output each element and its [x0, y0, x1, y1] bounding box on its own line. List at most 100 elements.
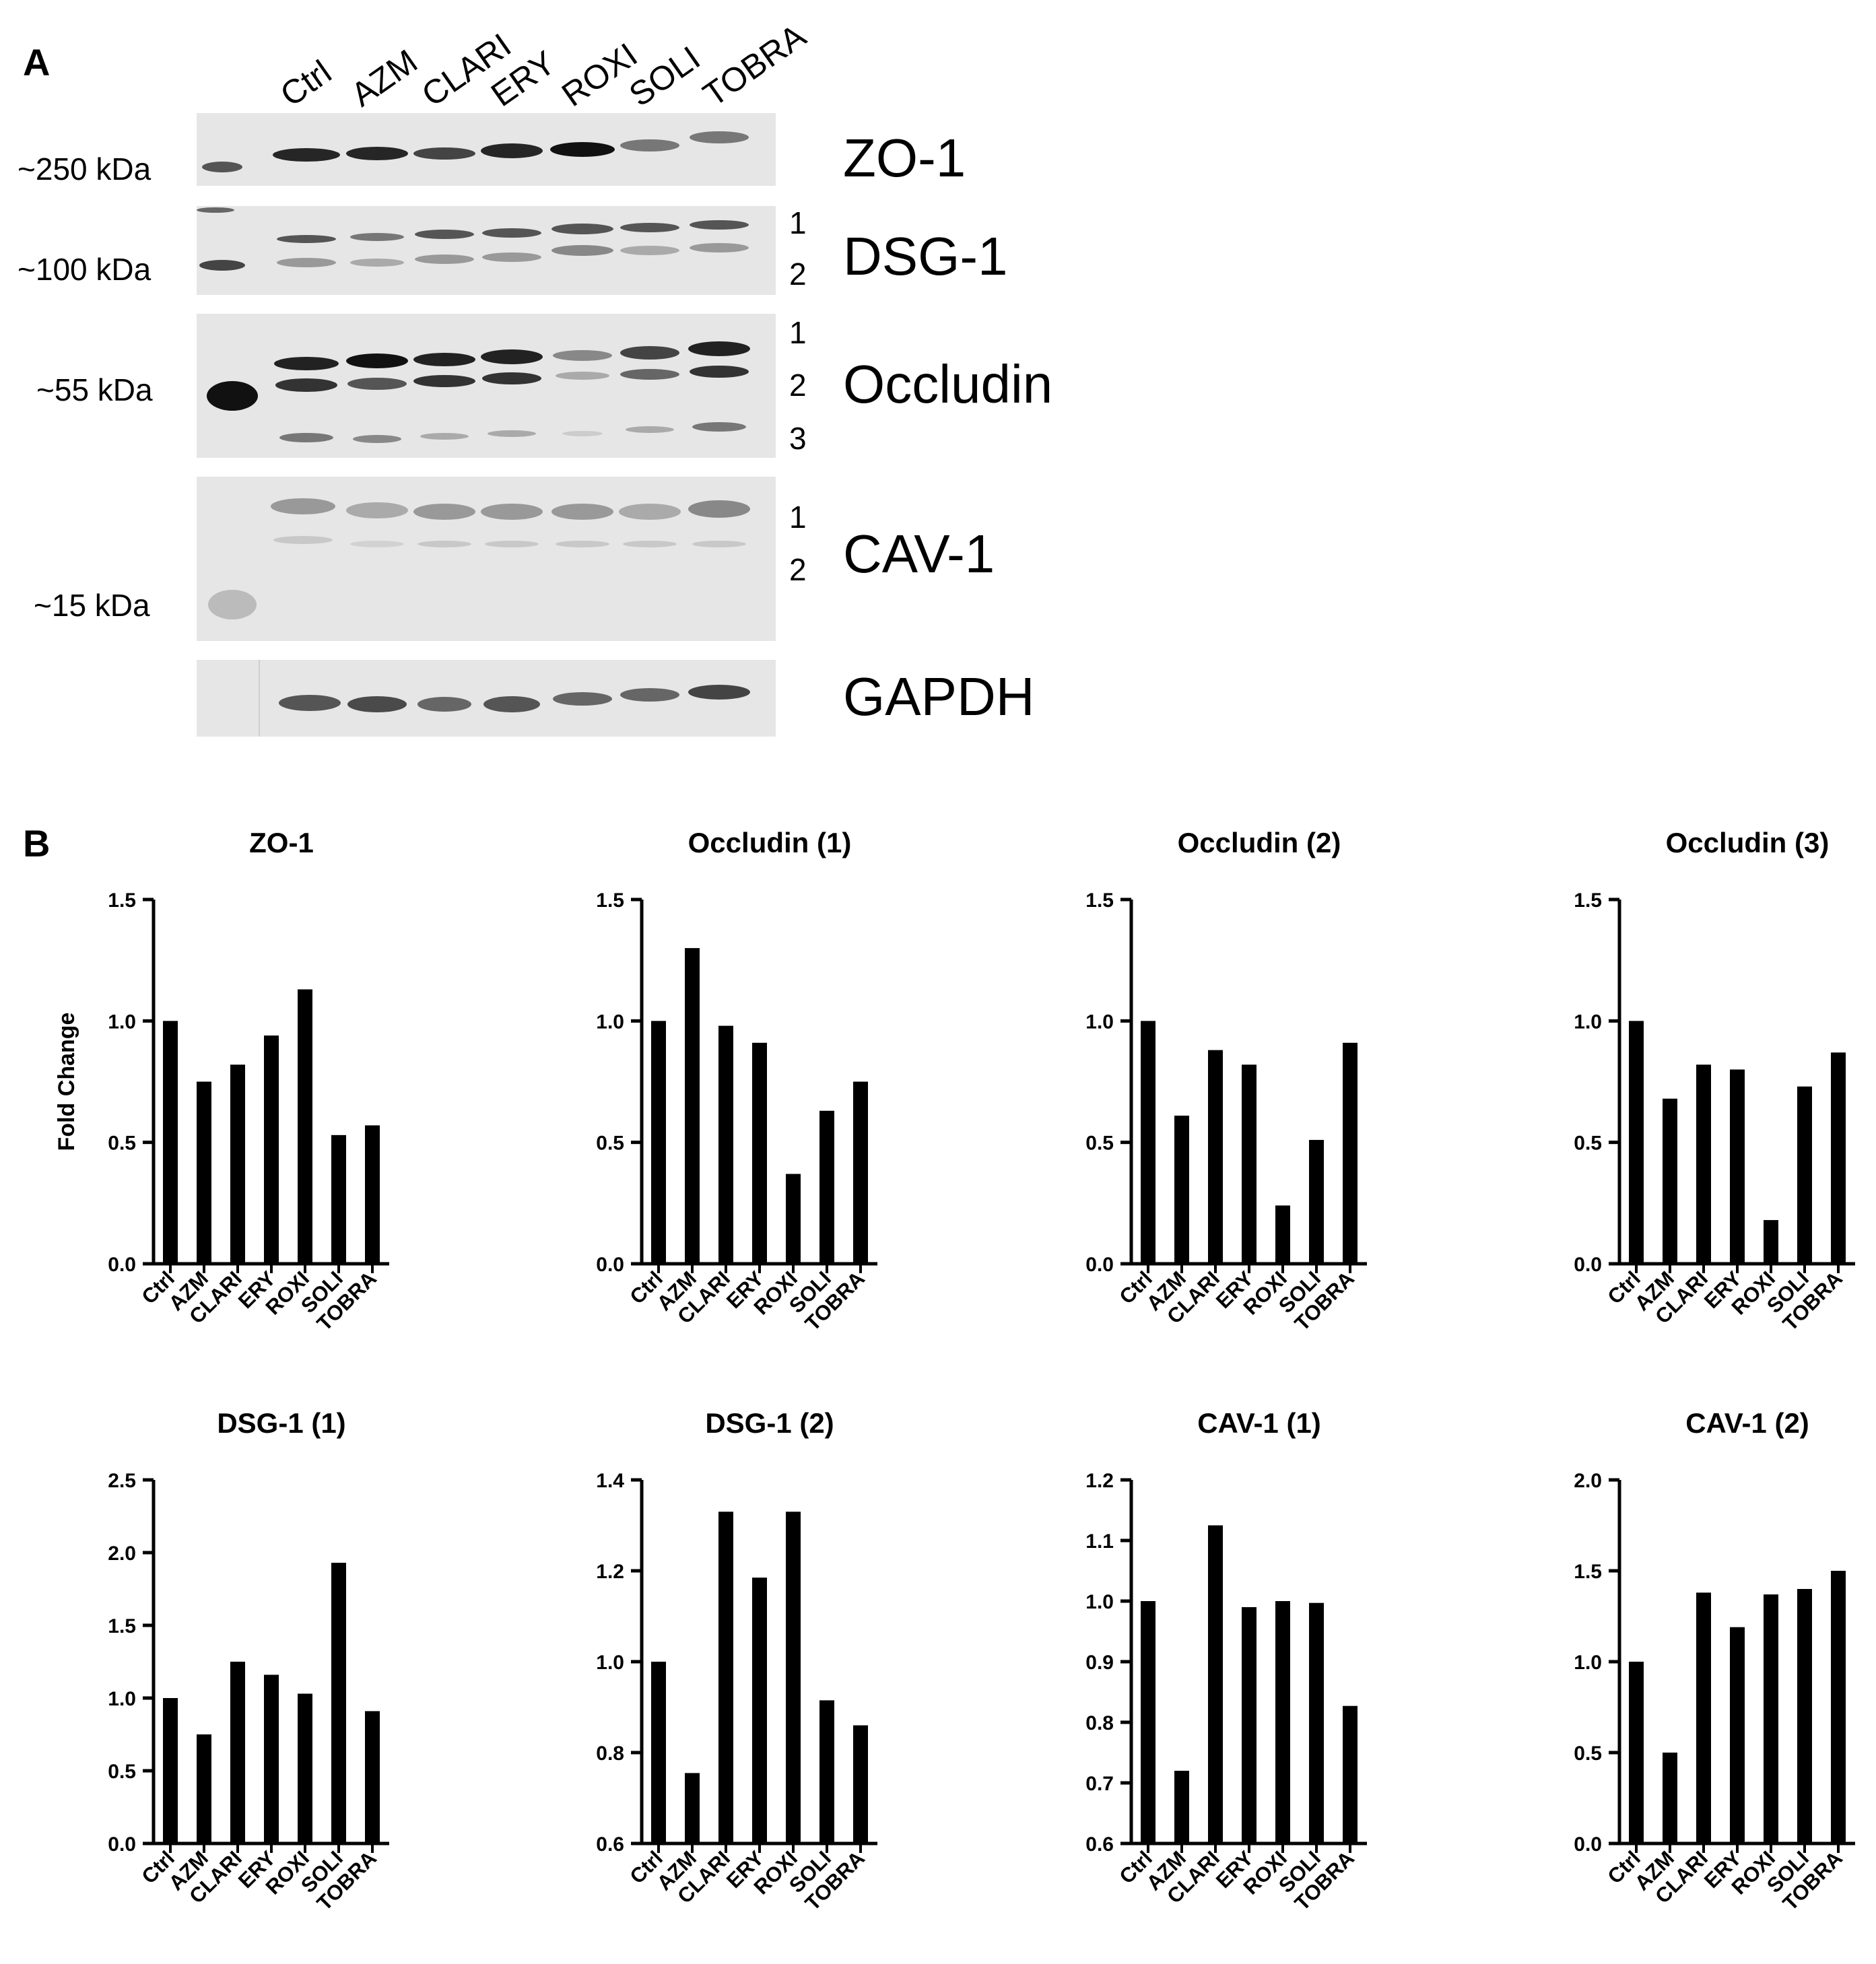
- blot-dsg1: [197, 206, 776, 295]
- zo1-bands: [273, 131, 749, 162]
- bar-roxi: [786, 1512, 801, 1843]
- y-tick-label: 0.5: [108, 1132, 136, 1155]
- bar-soli: [331, 1563, 346, 1843]
- band: [413, 353, 475, 366]
- band: [488, 430, 536, 437]
- chart-cav1-2: CAV-1 (2)0.00.51.01.52.0CtrlAZMCLARIERYR…: [1574, 1407, 1855, 1915]
- bar-soli: [819, 1110, 834, 1264]
- marker-label-15: ~15 kDa: [34, 588, 150, 623]
- band: [551, 245, 613, 256]
- bar-clari: [230, 1064, 245, 1264]
- occludin-bands-3: [279, 422, 746, 443]
- lane-label-soli: SOLI: [622, 39, 706, 114]
- band: [417, 541, 471, 547]
- band: [481, 143, 543, 158]
- band: [620, 346, 679, 360]
- band: [690, 366, 749, 378]
- blot-gapdh-strip: [197, 660, 776, 737]
- bar-tobra: [1831, 1052, 1846, 1264]
- bar-soli: [1309, 1140, 1324, 1264]
- band: [620, 139, 679, 151]
- band: [273, 148, 340, 162]
- bar-azm: [685, 1773, 700, 1843]
- y-tick-label: 1.0: [1085, 1011, 1114, 1033]
- band: [277, 258, 336, 267]
- band: [279, 695, 341, 711]
- bar-soli: [1797, 1589, 1812, 1843]
- dsg1-bands-upper: [277, 220, 749, 243]
- band: [688, 685, 750, 700]
- band: [550, 142, 615, 157]
- protein-label-cav1: CAV-1: [843, 524, 995, 584]
- bar-clari: [1208, 1525, 1223, 1843]
- chart-dsg1-2: DSG-1 (2)0.60.81.01.21.4CtrlAZMCLARIERYR…: [596, 1407, 877, 1915]
- chart-title: DSG-1 (1): [217, 1407, 345, 1439]
- protein-label-occludin: Occludin: [843, 354, 1052, 414]
- y-tick-label: 0.8: [596, 1742, 624, 1765]
- chart-cav1-1: CAV-1 (1)0.60.70.80.91.01.11.2CtrlAZMCLA…: [1085, 1407, 1367, 1915]
- y-tick-label: 1.5: [1085, 889, 1114, 912]
- band: [481, 349, 543, 364]
- bar-clari: [1696, 1592, 1711, 1843]
- y-tick-label: 1.0: [596, 1011, 624, 1033]
- bar-roxi: [786, 1174, 801, 1264]
- blot-gapdh: [197, 660, 776, 737]
- band: [275, 378, 337, 392]
- band: [347, 378, 407, 390]
- band: [551, 504, 613, 520]
- band: [413, 375, 475, 387]
- bar-clari: [718, 1512, 733, 1843]
- band: [415, 255, 474, 264]
- band: [690, 131, 749, 143]
- y-tick-label: 0.5: [1574, 1132, 1602, 1155]
- band: [620, 246, 679, 255]
- bar-azm: [1663, 1753, 1677, 1843]
- bar-ctrl: [651, 1021, 666, 1264]
- occludin-band-index-1: 1: [789, 315, 807, 350]
- band: [690, 220, 749, 230]
- chart-occludin-3: Occludin (3)0.00.51.01.5CtrlAZMCLARIERYR…: [1574, 827, 1855, 1335]
- band: [562, 431, 603, 436]
- chart-title: Occludin (1): [688, 827, 852, 858]
- bar-tobra: [1343, 1042, 1358, 1264]
- y-tick-label: 0.0: [108, 1833, 136, 1856]
- y-tick-label: 0.5: [596, 1132, 624, 1155]
- bar-roxi: [1275, 1205, 1290, 1264]
- marker-band: [202, 162, 242, 172]
- band: [551, 224, 613, 234]
- occludin-band-index-3: 3: [789, 421, 807, 456]
- band: [483, 696, 540, 712]
- blot-occludin: [197, 314, 776, 458]
- occludin-bands-1: [274, 341, 750, 370]
- bar-roxi: [1764, 1594, 1778, 1843]
- blot-dsg1-strip: [197, 206, 776, 295]
- protein-label-zo1: ZO-1: [843, 128, 966, 188]
- bar-tobra: [853, 1725, 868, 1843]
- bar-clari: [1208, 1050, 1223, 1264]
- band: [413, 147, 475, 160]
- band: [688, 500, 750, 518]
- blot-cav1: [197, 477, 776, 641]
- y-tick-label: 0.0: [1085, 1254, 1114, 1276]
- band: [556, 372, 609, 380]
- panel-b-letter: B: [23, 822, 50, 865]
- bar-tobra: [853, 1081, 868, 1264]
- bar-ery: [752, 1042, 767, 1264]
- band: [346, 353, 408, 368]
- y-tick-label: 0.5: [1085, 1132, 1114, 1155]
- lane-label-roxi: ROXI: [555, 36, 644, 114]
- occludin-band-index-2: 2: [789, 368, 807, 403]
- y-tick-label: 0.6: [596, 1833, 624, 1856]
- dsg1-band-index-2: 2: [789, 257, 807, 292]
- band: [482, 228, 541, 238]
- y-tick-label: 1.5: [1574, 889, 1602, 912]
- bar-azm: [197, 1734, 211, 1843]
- y-tick-label: 1.1: [1085, 1530, 1114, 1553]
- bar-tobra: [365, 1125, 380, 1264]
- band: [350, 259, 404, 267]
- y-tick-label: 0.0: [1574, 1254, 1602, 1276]
- band: [279, 433, 333, 442]
- bar-tobra: [365, 1711, 380, 1843]
- y-tick-label: 1.5: [108, 1615, 136, 1637]
- band: [688, 341, 750, 356]
